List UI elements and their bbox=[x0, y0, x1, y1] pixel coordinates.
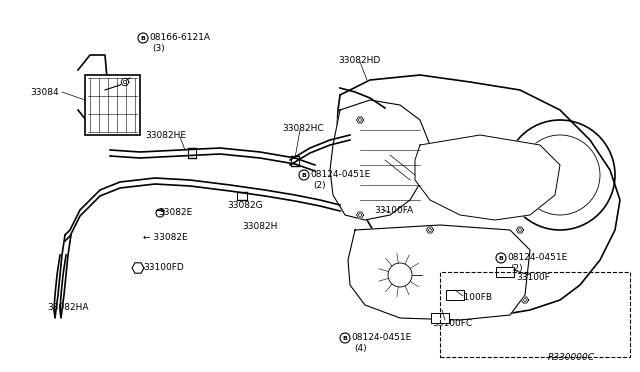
Polygon shape bbox=[356, 117, 364, 123]
Polygon shape bbox=[337, 75, 620, 315]
Polygon shape bbox=[330, 100, 430, 220]
FancyBboxPatch shape bbox=[496, 267, 514, 277]
Text: 33100FA: 33100FA bbox=[374, 205, 413, 215]
Text: 33082HD: 33082HD bbox=[338, 55, 380, 64]
Text: B: B bbox=[301, 173, 307, 177]
Circle shape bbox=[524, 299, 526, 301]
Text: 08124-0451E: 08124-0451E bbox=[351, 333, 412, 341]
Polygon shape bbox=[415, 135, 560, 220]
Text: R330000C: R330000C bbox=[548, 353, 595, 362]
Text: 33084: 33084 bbox=[30, 87, 59, 96]
Circle shape bbox=[358, 214, 362, 217]
Polygon shape bbox=[356, 212, 364, 218]
Text: B: B bbox=[342, 336, 348, 340]
Text: 08166-6121A: 08166-6121A bbox=[149, 32, 210, 42]
Circle shape bbox=[496, 253, 506, 263]
Circle shape bbox=[358, 119, 362, 121]
Circle shape bbox=[429, 229, 431, 231]
Text: (3): (3) bbox=[152, 44, 164, 52]
Text: 33082E: 33082E bbox=[158, 208, 192, 217]
Polygon shape bbox=[522, 297, 529, 303]
Circle shape bbox=[124, 80, 127, 84]
Polygon shape bbox=[348, 225, 530, 320]
Polygon shape bbox=[426, 227, 433, 233]
Text: 08124-0451E: 08124-0451E bbox=[507, 253, 567, 262]
Circle shape bbox=[340, 333, 350, 343]
Text: 33100FD: 33100FD bbox=[143, 263, 184, 272]
Text: B: B bbox=[499, 256, 504, 260]
Circle shape bbox=[299, 170, 309, 180]
Polygon shape bbox=[132, 263, 144, 273]
Polygon shape bbox=[121, 78, 129, 86]
Text: 33082HE: 33082HE bbox=[145, 131, 186, 140]
Text: 08124-0451E: 08124-0451E bbox=[310, 170, 371, 179]
Text: 33082HC: 33082HC bbox=[282, 124, 324, 132]
FancyBboxPatch shape bbox=[85, 75, 140, 135]
Text: (2): (2) bbox=[510, 263, 523, 273]
Text: 33100FC: 33100FC bbox=[432, 318, 472, 327]
Text: 33100FB: 33100FB bbox=[452, 294, 492, 302]
Circle shape bbox=[138, 33, 148, 43]
Text: B: B bbox=[141, 35, 145, 41]
Text: 33082HA: 33082HA bbox=[47, 304, 88, 312]
Circle shape bbox=[518, 229, 522, 231]
FancyBboxPatch shape bbox=[431, 313, 449, 323]
Polygon shape bbox=[516, 227, 524, 233]
Text: (4): (4) bbox=[354, 343, 367, 353]
Text: ← 33082E: ← 33082E bbox=[143, 232, 188, 241]
Text: 33082H: 33082H bbox=[242, 221, 277, 231]
Text: (2): (2) bbox=[313, 180, 326, 189]
Text: 33082G: 33082G bbox=[227, 201, 262, 209]
FancyBboxPatch shape bbox=[446, 290, 464, 300]
Text: 33100F: 33100F bbox=[516, 273, 550, 282]
